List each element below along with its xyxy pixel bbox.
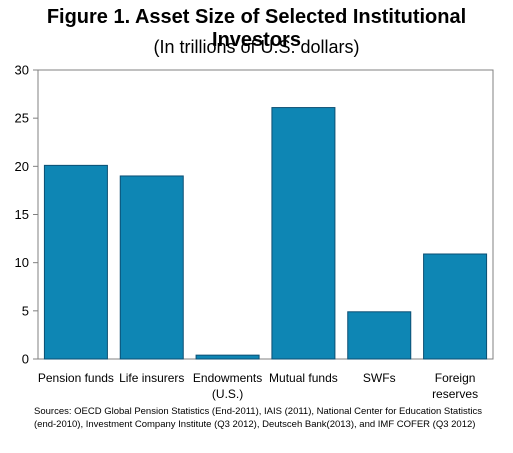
chart-title: Figure 1. Asset Size of Selected Institu… [46, 6, 467, 51]
x-tick-label: (U.S.) [212, 387, 243, 401]
x-axis: Pension funds Life insurers Endowments (U.S… [38, 371, 478, 401]
x-tick-label: Life insurers [119, 371, 184, 385]
x-tick-label: Pension funds [38, 371, 114, 385]
y-tick-label: 25 [15, 111, 29, 126]
bar [43, 164, 108, 360]
x-tick-label: Endowments [193, 371, 262, 385]
chart-subtitle: (In trillions of U.S. dollars) [153, 37, 360, 57]
y-axis: 0 5 10 15 20 25 30 [15, 63, 38, 367]
bar [423, 253, 488, 360]
y-tick-label: 0 [22, 352, 29, 367]
y-tick-label: 20 [15, 159, 29, 174]
bars [43, 107, 488, 360]
y-tick-label: 30 [15, 63, 29, 78]
source-note: Sources: OECD Global Pension Statistics … [34, 406, 482, 430]
bar [119, 175, 184, 360]
x-tick-label: SWFs [363, 371, 396, 385]
x-tick-label: reserves [432, 387, 478, 401]
y-tick-label: 15 [15, 207, 29, 222]
x-tick-label: Mutual funds [269, 371, 338, 385]
x-tick-label: Foreign [435, 371, 476, 385]
bar [271, 107, 336, 360]
bar-chart: 0 5 10 15 20 25 30 Pension funds Life insurers E… [15, 63, 494, 401]
bar [347, 311, 412, 360]
bar [195, 354, 260, 360]
y-tick-label: 10 [15, 255, 29, 270]
y-tick-label: 5 [22, 303, 29, 318]
